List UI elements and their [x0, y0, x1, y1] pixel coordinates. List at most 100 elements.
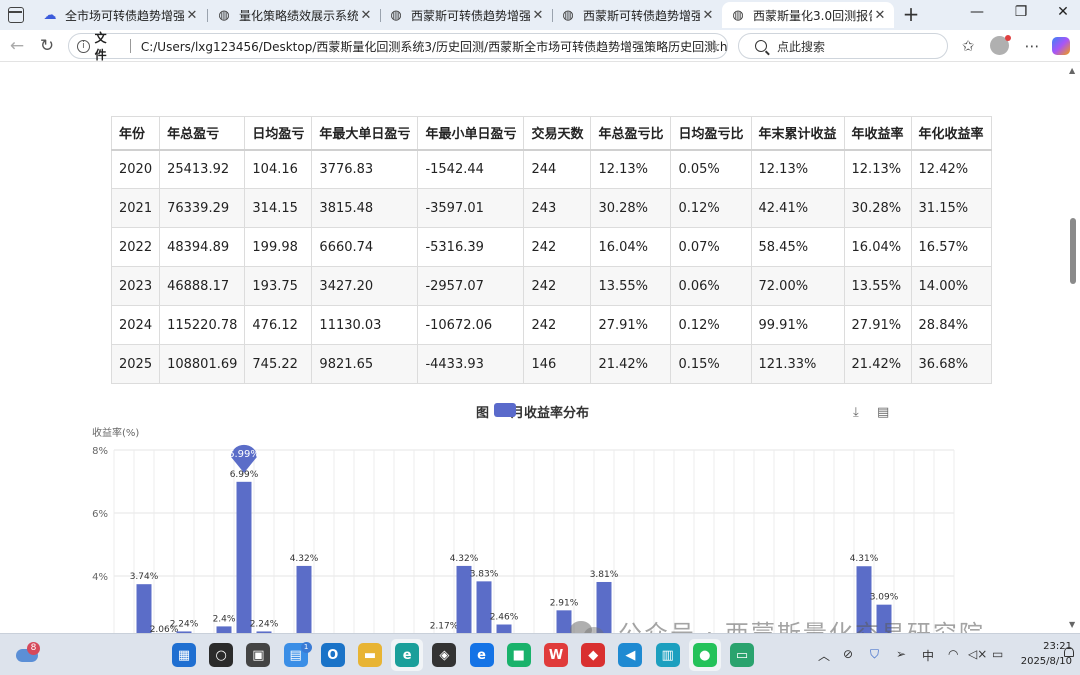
favorites-icon[interactable]: ✩: [961, 37, 975, 55]
table-cell: 2020: [110, 149, 161, 189]
tooltip-bubble: [231, 444, 257, 473]
table-cell: 314.15: [244, 188, 313, 228]
table-cell: 146: [523, 344, 592, 384]
shield-icon[interactable]: ⛉: [870, 647, 880, 661]
green-app-icon[interactable]: ■: [506, 643, 531, 667]
scroll-down-icon[interactable]: ▼: [1069, 620, 1076, 629]
table-cell: 0.15%: [670, 344, 752, 384]
globe-icon: ◍: [218, 7, 230, 23]
y-tick-label: 4%: [92, 572, 108, 583]
ime-indicator[interactable]: 中: [922, 649, 935, 663]
tab-3[interactable]: ◍ 西蒙斯可转债趋势增强策略 ✕: [380, 2, 552, 28]
table-cell: 2025: [110, 344, 161, 384]
close-icon[interactable]: ✕: [186, 7, 198, 23]
table-cell: 3427.20: [311, 266, 419, 306]
unity-icon[interactable]: ◈: [432, 643, 457, 667]
table-cell: 42.41%: [751, 188, 845, 228]
close-icon[interactable]: ✕: [702, 7, 714, 23]
table-cell: 0.07%: [670, 227, 752, 267]
scrollbar[interactable]: ▲ ▼: [1069, 66, 1076, 629]
tab-5-active[interactable]: ◍ 西蒙斯量化3.0回测报告 ✕: [722, 2, 894, 28]
wps-icon[interactable]: W: [544, 643, 568, 667]
chevron-up-icon[interactable]: ︿: [818, 649, 831, 663]
bar: [856, 566, 872, 633]
tab-2[interactable]: ◍ 量化策略绩效展示系统 ✕: [208, 2, 380, 28]
bar-data-label: 3.74%: [130, 572, 159, 582]
tab-actions-icon[interactable]: [8, 7, 24, 23]
bar-data-label: 2.46%: [490, 613, 519, 623]
data-view-icon[interactable]: ▤: [877, 405, 890, 420]
table-cell: 28.84%: [911, 305, 992, 345]
edge-icon[interactable]: e: [395, 643, 420, 667]
profile-avatar[interactable]: [990, 35, 1011, 55]
start-icon[interactable]: ▦: [172, 643, 196, 667]
table-cell: 16.04%: [590, 227, 672, 267]
tab-1[interactable]: ☁ 全市场可转债趋势增强策略 ✕: [34, 2, 206, 28]
close-icon[interactable]: ✕: [532, 7, 544, 23]
url-text[interactable]: C:/Users/lxg123456/Desktop/西蒙斯量化回测系统3/历史…: [140, 39, 728, 54]
favicon-blue-icon: ☁: [43, 7, 57, 23]
table-cell: -4433.93: [417, 344, 525, 384]
clock-time[interactable]: 23:21: [1043, 641, 1072, 652]
table-cell: 745.22: [244, 344, 313, 384]
url-box[interactable]: i 文件 C:/Users/lxg123456/Desktop/西蒙斯量化回测系…: [68, 31, 728, 62]
scroll-up-icon[interactable]: ▲: [1069, 66, 1076, 75]
search-icon[interactable]: ○: [209, 643, 234, 667]
close-icon[interactable]: ✕: [360, 7, 372, 23]
minimize-icon[interactable]: —: [970, 4, 984, 20]
network-off-icon[interactable]: ⊘: [843, 647, 854, 661]
search-placeholder: 点此搜索: [777, 39, 826, 54]
table-cell: 2022: [110, 227, 161, 267]
close-icon[interactable]: ✕: [874, 7, 886, 23]
monitor-app-icon[interactable]: ▭: [730, 643, 754, 667]
wifi-icon[interactable]: ◠: [948, 647, 959, 661]
copilot-icon[interactable]: [1052, 37, 1070, 55]
download-icon[interactable]: ⤓: [853, 405, 859, 420]
table-cell: 46888.17: [159, 266, 246, 306]
tab-4[interactable]: ◍ 西蒙斯可转债趋势增强策略 ✕: [552, 2, 722, 28]
clock-date[interactable]: 2025/8/10: [1020, 656, 1072, 667]
outlook-icon[interactable]: O: [320, 643, 345, 667]
edge-ai-icon[interactable]: e: [469, 643, 494, 667]
scroll-thumb[interactable]: [1070, 218, 1076, 284]
table-cell: -1542.44: [417, 149, 525, 189]
red-app-icon[interactable]: ◆: [581, 643, 606, 667]
table-cell: 76339.29: [159, 188, 246, 228]
table-row: 2023 46888.17 193.75 3427.20 -2957.07 242 13.5…: [110, 266, 992, 306]
favorite-star-icon[interactable]: ☆: [706, 36, 721, 55]
reload-icon[interactable]: ↻: [39, 36, 55, 56]
column-header: 年化收益率: [911, 116, 992, 151]
table-cell: -10672.06: [417, 305, 525, 345]
store-icon[interactable]: ▤: [283, 643, 308, 667]
battery-icon[interactable]: ▭: [992, 647, 1004, 661]
new-tab-button[interactable]: +: [902, 2, 920, 26]
explorer-icon[interactable]: ▬: [358, 643, 382, 667]
restore-icon[interactable]: ❐: [1014, 4, 1028, 20]
back-icon[interactable]: ←: [9, 36, 25, 56]
bar: [556, 610, 572, 633]
column-header: 年最小单日盈亏: [417, 116, 525, 151]
info-icon[interactable]: i: [77, 39, 90, 53]
more-menu-icon[interactable]: ⋯: [1024, 37, 1040, 55]
notification-bell-icon[interactable]: [1064, 647, 1074, 657]
table-cell: 242: [523, 227, 592, 267]
close-window-icon[interactable]: ✕: [1057, 4, 1069, 20]
teal-app-icon[interactable]: ▥: [655, 643, 680, 667]
search-input[interactable]: 点此搜索: [738, 33, 948, 59]
tab-title: 全市场可转债趋势增强策略: [65, 8, 184, 23]
table-cell: 0.12%: [670, 188, 752, 228]
volume-icon[interactable]: ◁×: [968, 647, 988, 661]
vscode-icon[interactable]: ◀: [618, 643, 643, 667]
table-cell: 115220.78: [159, 305, 246, 345]
task-view-icon[interactable]: ▣: [246, 643, 271, 667]
bar: [476, 581, 492, 633]
table-cell: 14.00%: [911, 266, 992, 306]
wechat-icon[interactable]: ●: [692, 643, 717, 667]
table-cell: 21.42%: [844, 344, 912, 384]
bar-data-label: 2.06%: [150, 625, 179, 633]
send-icon[interactable]: ➢: [896, 647, 907, 661]
table-row: 2022 48394.89 199.98 6660.74 -5316.39 242 16.0…: [110, 227, 992, 267]
table-cell: 9821.65: [311, 344, 419, 384]
table-cell: 3815.48: [311, 188, 419, 228]
bar-data-label: 2.91%: [550, 598, 579, 608]
